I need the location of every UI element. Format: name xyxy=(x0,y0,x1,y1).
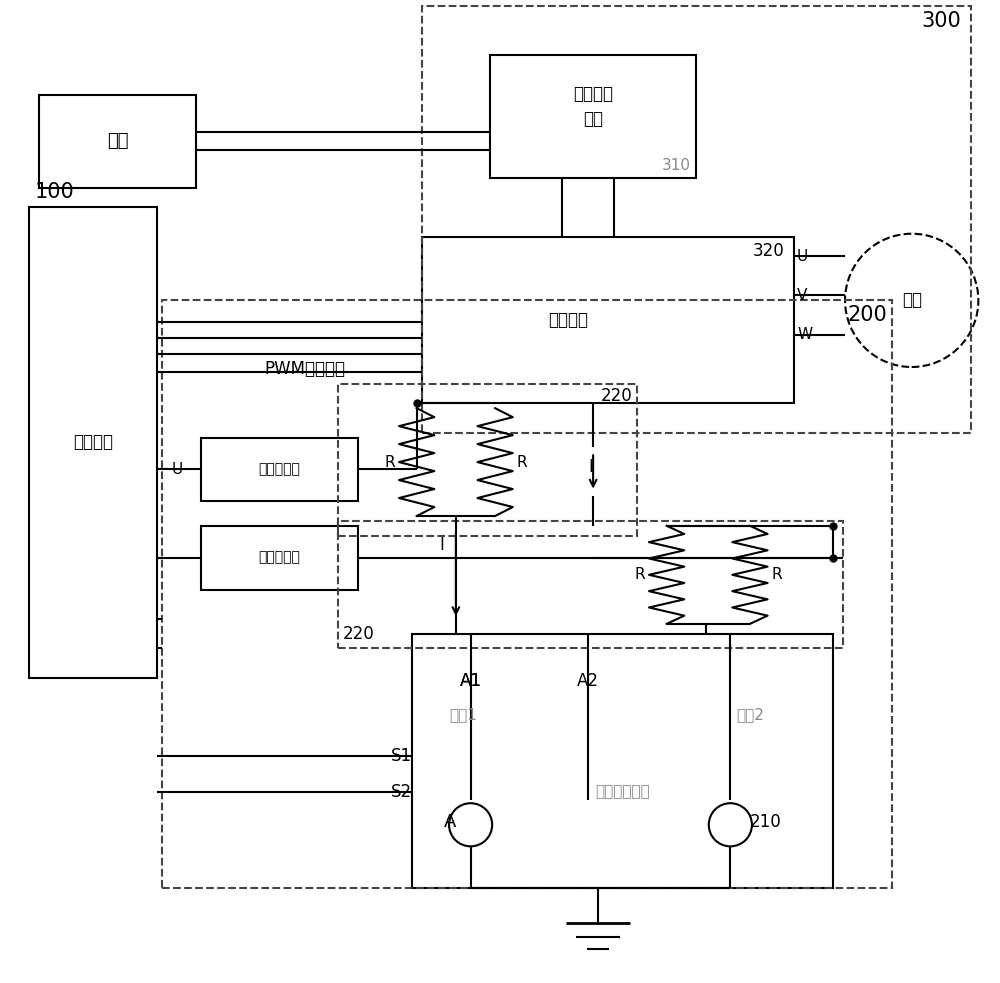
Text: U: U xyxy=(172,462,183,478)
Text: 300: 300 xyxy=(921,11,961,31)
Text: R: R xyxy=(634,567,645,582)
Bar xyxy=(338,521,843,649)
Bar xyxy=(422,6,971,433)
Bar xyxy=(490,55,696,178)
Text: U: U xyxy=(797,249,808,263)
Bar xyxy=(422,237,794,403)
Text: A1: A1 xyxy=(460,671,482,690)
Text: V: V xyxy=(797,288,807,303)
Text: W: W xyxy=(797,327,812,342)
Text: 开关2: 开关2 xyxy=(736,708,764,723)
Text: S1: S1 xyxy=(391,747,412,765)
Circle shape xyxy=(845,234,978,367)
Text: R: R xyxy=(772,567,782,582)
Text: 220: 220 xyxy=(343,625,375,644)
Text: R: R xyxy=(384,454,395,470)
Bar xyxy=(201,437,358,501)
Bar xyxy=(338,383,637,536)
Text: R: R xyxy=(517,454,527,470)
Text: 210: 210 xyxy=(750,813,782,831)
Text: 逆变单元: 逆变单元 xyxy=(549,311,589,329)
Bar xyxy=(412,634,833,889)
Circle shape xyxy=(709,803,752,846)
Text: 控制模块: 控制模块 xyxy=(73,434,113,451)
Text: 整流滤波
单元: 整流滤波 单元 xyxy=(573,86,613,128)
Text: 320: 320 xyxy=(753,242,784,260)
Text: 电源: 电源 xyxy=(107,132,128,150)
Text: 电机: 电机 xyxy=(902,291,922,310)
Text: 放大子单元: 放大子单元 xyxy=(259,462,300,477)
Text: PWM驱动信号: PWM驱动信号 xyxy=(265,360,346,378)
Text: 开关1: 开关1 xyxy=(449,708,477,723)
Text: 220: 220 xyxy=(601,386,632,405)
Text: A: A xyxy=(444,813,456,831)
Text: 310: 310 xyxy=(662,158,691,173)
Bar xyxy=(29,207,157,677)
Text: A1: A1 xyxy=(460,671,482,690)
Bar xyxy=(162,301,892,889)
Bar xyxy=(201,526,358,590)
Text: 放大子单元: 放大子单元 xyxy=(259,550,300,564)
Bar xyxy=(39,94,196,188)
Text: 100: 100 xyxy=(34,182,74,202)
Text: A2: A2 xyxy=(577,671,599,690)
Text: 200: 200 xyxy=(847,306,887,325)
Text: S2: S2 xyxy=(391,783,412,801)
Text: 模拟开关芯片: 模拟开关芯片 xyxy=(595,784,650,799)
Circle shape xyxy=(449,803,492,846)
Text: I: I xyxy=(588,458,593,476)
Text: I: I xyxy=(439,537,444,554)
